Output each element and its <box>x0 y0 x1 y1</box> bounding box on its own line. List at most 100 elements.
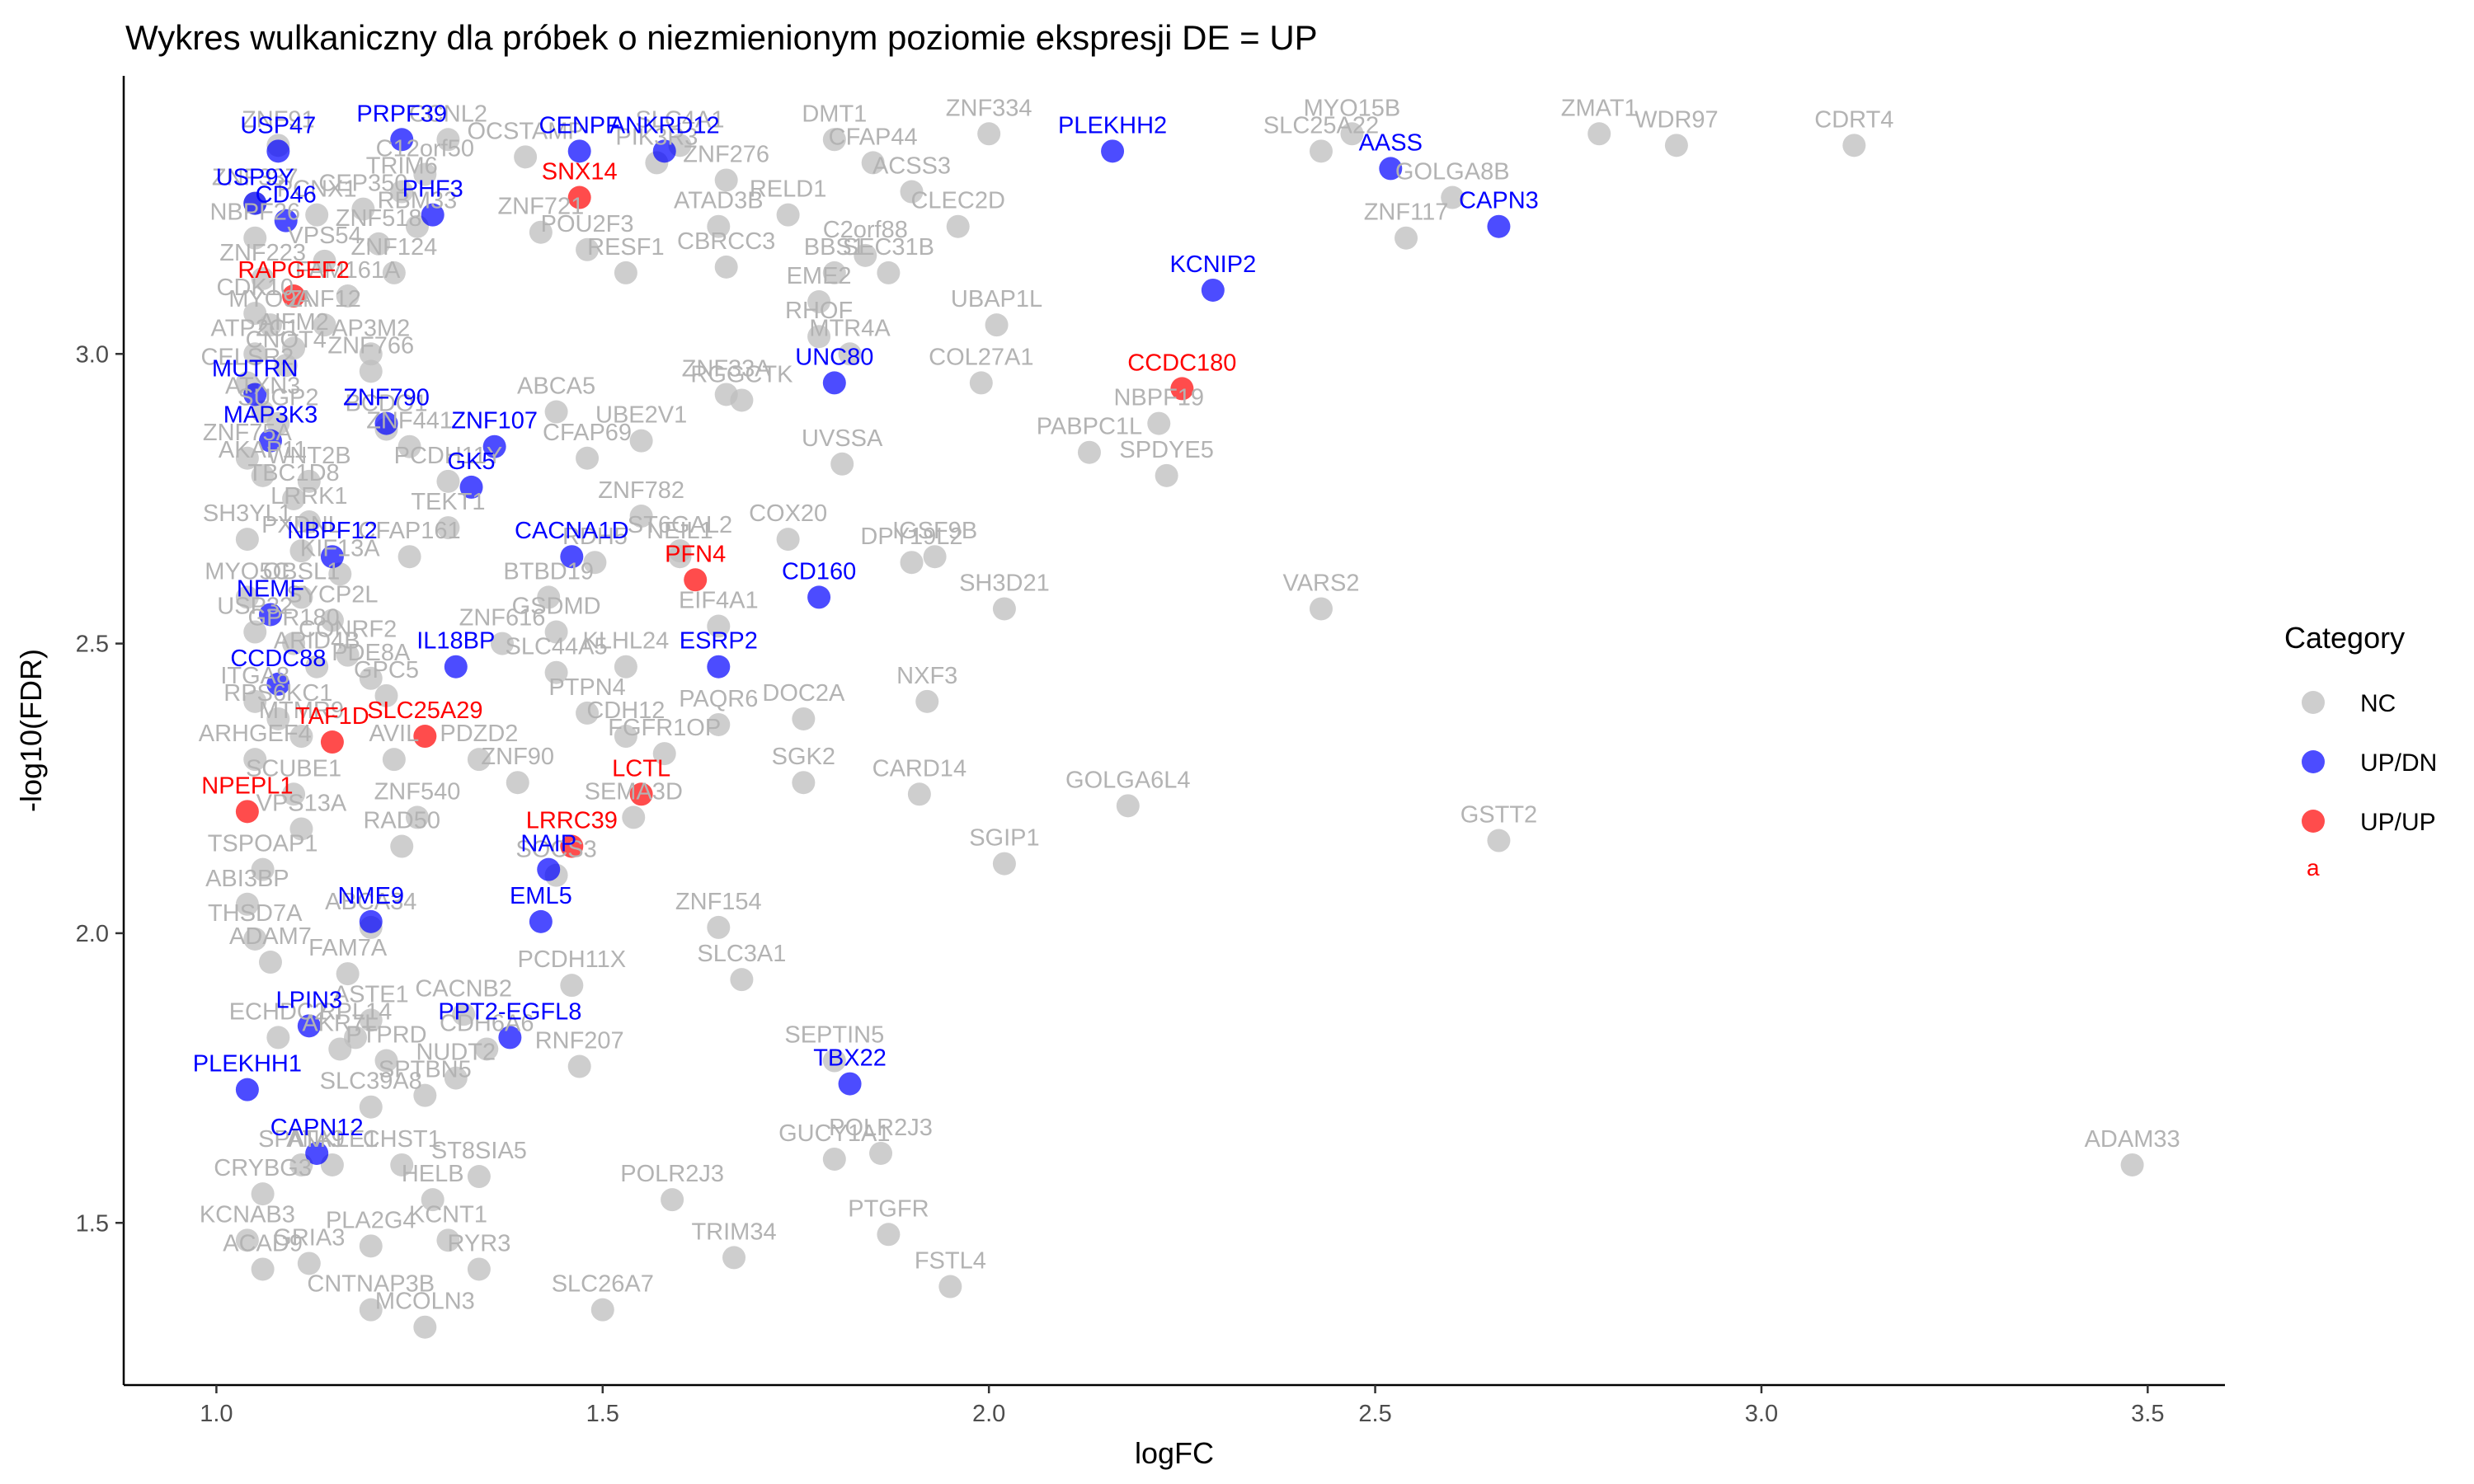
data-point <box>1842 134 1866 157</box>
y-ticks: 1.5 2.0 2.5 3.0 <box>76 341 124 1237</box>
data-point <box>243 748 267 772</box>
data-point <box>467 1165 491 1189</box>
point-label: USP47 <box>240 112 316 139</box>
point-label: SUGP2 <box>238 385 318 411</box>
point-label: EME2 <box>787 263 852 289</box>
point-label: TSPOAP1 <box>208 831 318 857</box>
point-label: VPS54 <box>287 223 361 249</box>
data-point <box>1116 794 1140 818</box>
point-label: NXF3 <box>896 663 957 689</box>
points-layer <box>235 122 2144 1339</box>
point-label: NBPF26 <box>209 200 300 226</box>
data-point <box>251 1182 275 1206</box>
data-point <box>390 128 414 152</box>
data-point <box>822 261 846 284</box>
point-label: CENPF <box>539 112 620 139</box>
data-point <box>707 614 731 638</box>
point-label: IL18BP <box>416 628 495 655</box>
data-point <box>235 528 259 552</box>
data-point <box>235 892 259 916</box>
point-label: LCTL <box>612 755 670 782</box>
point-label: PAQR6 <box>679 686 758 712</box>
point-label: KCNAB3 <box>200 1201 295 1228</box>
point-label: PRPF39 <box>356 101 447 127</box>
data-point <box>529 220 553 244</box>
data-point <box>444 1066 468 1090</box>
data-point <box>243 226 267 250</box>
point-label: PDE8A <box>332 640 411 666</box>
point-label: NEIL1 <box>647 518 713 544</box>
data-point <box>537 857 561 881</box>
point-label: AKAP11 <box>219 437 307 463</box>
point-label: ZNF117 <box>1364 200 1449 226</box>
point-label: ZNF12 <box>288 286 361 312</box>
point-label: PCDH11Y <box>394 443 503 469</box>
point-label: GPR180 <box>247 605 339 632</box>
x-tick-label: 2.0 <box>972 1401 1005 1427</box>
point-label: UBAP1L <box>951 286 1042 312</box>
point-label: NBPF19 <box>1113 385 1204 411</box>
point-label: KCNIP2 <box>1169 251 1256 278</box>
point-label: MUTRN <box>212 355 299 382</box>
data-point <box>822 1049 846 1073</box>
y-tick-label: 2.5 <box>76 632 109 658</box>
data-point <box>374 1049 398 1073</box>
data-point <box>877 1223 901 1247</box>
point-label: AP3M2 <box>332 315 410 341</box>
point-label: ZNF441 <box>366 408 453 434</box>
data-point <box>274 354 298 378</box>
data-point <box>576 446 600 470</box>
data-point <box>992 852 1016 876</box>
data-point <box>297 510 321 534</box>
data-point <box>684 568 708 592</box>
point-label: HELB <box>402 1161 464 1187</box>
data-point <box>1587 122 1611 146</box>
data-point <box>359 1008 383 1032</box>
point-label: UBE2V1 <box>595 402 687 429</box>
data-point <box>730 968 754 992</box>
point-label: CACNA1D <box>515 518 629 544</box>
data-point <box>251 400 275 424</box>
point-label: ST8SIA5 <box>431 1138 527 1164</box>
data-point <box>900 551 924 575</box>
point-label: ZNF721 <box>497 194 584 220</box>
data-point <box>514 145 538 169</box>
point-label: GPC5 <box>354 657 419 683</box>
point-label: ADAM7 <box>229 923 312 950</box>
point-label: C12orf50 <box>376 135 474 162</box>
point-label: CRYBG3 <box>214 1155 312 1181</box>
point-label: WDR97 <box>1634 106 1719 133</box>
legend-label-up-up: UP/UP <box>2360 809 2436 836</box>
data-point <box>351 197 375 221</box>
point-label: KCNT1 <box>409 1201 487 1228</box>
point-label: SH3YL1 <box>203 500 292 527</box>
legend-item-up-up: UP/UP <box>2302 809 2436 836</box>
point-label: LRRC39 <box>526 808 618 834</box>
data-point <box>251 857 275 881</box>
point-label: ECHDC2 <box>229 998 327 1025</box>
data-point <box>282 336 306 360</box>
data-point <box>506 771 529 795</box>
data-point <box>382 261 406 284</box>
data-point <box>861 151 885 175</box>
point-label: MYO9A <box>228 286 313 312</box>
point-label: EML5 <box>510 883 572 909</box>
data-point <box>390 1153 414 1176</box>
point-label: TBC1D8 <box>247 460 339 486</box>
point-label: PPT2-EGFL8 <box>438 998 581 1025</box>
point-label: ARHGEF4 <box>199 721 312 747</box>
legend-item-up-dn: UP/DN <box>2302 749 2437 777</box>
point-label: CD160 <box>782 558 856 585</box>
data-point <box>475 1037 499 1061</box>
data-point <box>707 214 731 238</box>
data-point <box>915 689 939 713</box>
data-point <box>567 186 591 209</box>
point-label: ZNF518 <box>336 205 422 232</box>
data-point <box>251 266 275 290</box>
point-label: FAM161A <box>295 257 401 284</box>
point-label: SLC26A7 <box>552 1271 654 1298</box>
data-point <box>707 915 731 939</box>
data-point <box>830 452 854 476</box>
point-label: CCDC88 <box>230 646 326 672</box>
